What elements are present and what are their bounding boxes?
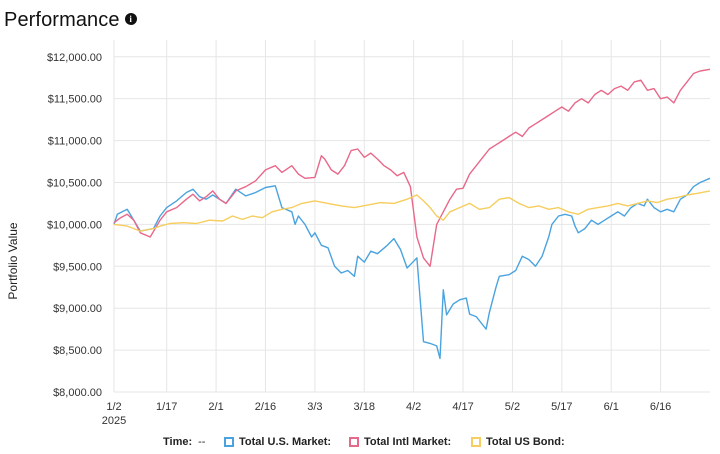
x-tick-label: 2/1 xyxy=(208,401,223,413)
y-tick-label: $8,500.00 xyxy=(53,345,102,357)
info-icon[interactable]: i xyxy=(124,12,137,25)
x-tick-label: 1/17 xyxy=(156,401,177,413)
x-tick-label: 2/16 xyxy=(255,401,276,413)
x-tick-label: 4/2 xyxy=(406,401,421,413)
legend-swatch xyxy=(224,437,234,447)
y-tick-label: $10,500.00 xyxy=(47,177,102,189)
x-tick-sublabel: 2025 xyxy=(102,415,126,427)
legend-item-us-market[interactable]: Total U.S. Market: xyxy=(224,436,331,448)
chart-svg[interactable]: $8,000.00 $8,500.00 $9,000.00 $9,500.00 $10,… xyxy=(0,40,720,436)
y-axis-label: Portfolio Value xyxy=(6,222,20,299)
series-line-2[interactable] xyxy=(113,190,711,232)
y-tick-label: $12,000.00 xyxy=(47,52,102,64)
y-tick-label: $11,000.00 xyxy=(48,136,102,148)
x-tick-label: 6/16 xyxy=(650,401,671,413)
grid-lines xyxy=(113,40,710,393)
x-tick-label: 3/3 xyxy=(307,401,322,413)
y-tick-label: $10,000.00 xyxy=(47,219,102,231)
y-tick-label: $9,000.00 xyxy=(53,303,102,315)
legend-label: Total US Bond: xyxy=(486,436,565,448)
chart-legend: Time: -- Total U.S. Market: Total Intl M… xyxy=(0,436,720,452)
y-tick-label: $9,500.00 xyxy=(53,261,102,273)
legend-swatch xyxy=(349,437,359,447)
x-tick-label: 3/18 xyxy=(354,401,375,413)
y-tick-label: $8,000.00 xyxy=(53,387,102,399)
legend-time: Time: -- xyxy=(163,436,205,448)
y-tick-label: $11,500.00 xyxy=(48,94,102,106)
x-tick-label: 5/2 xyxy=(505,401,520,413)
legend-time-value: -- xyxy=(198,436,206,448)
legend-label: Total Intl Market: xyxy=(364,436,452,448)
y-axis: $8,000.00 $8,500.00 $9,000.00 $9,500.00 $10,… xyxy=(47,52,102,399)
series-line-0[interactable] xyxy=(113,177,711,360)
x-tick-label: 4/17 xyxy=(452,401,473,413)
x-tick-label: 6/1 xyxy=(604,401,619,413)
legend-item-us-bond[interactable]: Total US Bond: xyxy=(471,436,565,448)
x-tick-label: 5/17 xyxy=(551,401,572,413)
x-axis: 1/2 2025 1/17 2/1 2/16 3/3 3/18 4/2 4/17 5/2 5/17 6… xyxy=(102,401,672,427)
legend-item-intl-market[interactable]: Total Intl Market: xyxy=(349,436,451,448)
series-lines[interactable] xyxy=(113,68,711,360)
legend-swatch xyxy=(471,437,481,447)
legend-label: Total U.S. Market: xyxy=(239,436,332,448)
page-title: Performance xyxy=(4,8,120,31)
performance-chart[interactable]: $8,000.00 $8,500.00 $9,000.00 $9,500.00 $10,… xyxy=(0,40,720,454)
series-line-1[interactable] xyxy=(113,68,711,267)
x-tick-label: 1/2 xyxy=(106,401,121,413)
legend-time-label: Time: xyxy=(163,436,193,448)
chart-header: Performance i xyxy=(4,6,137,34)
